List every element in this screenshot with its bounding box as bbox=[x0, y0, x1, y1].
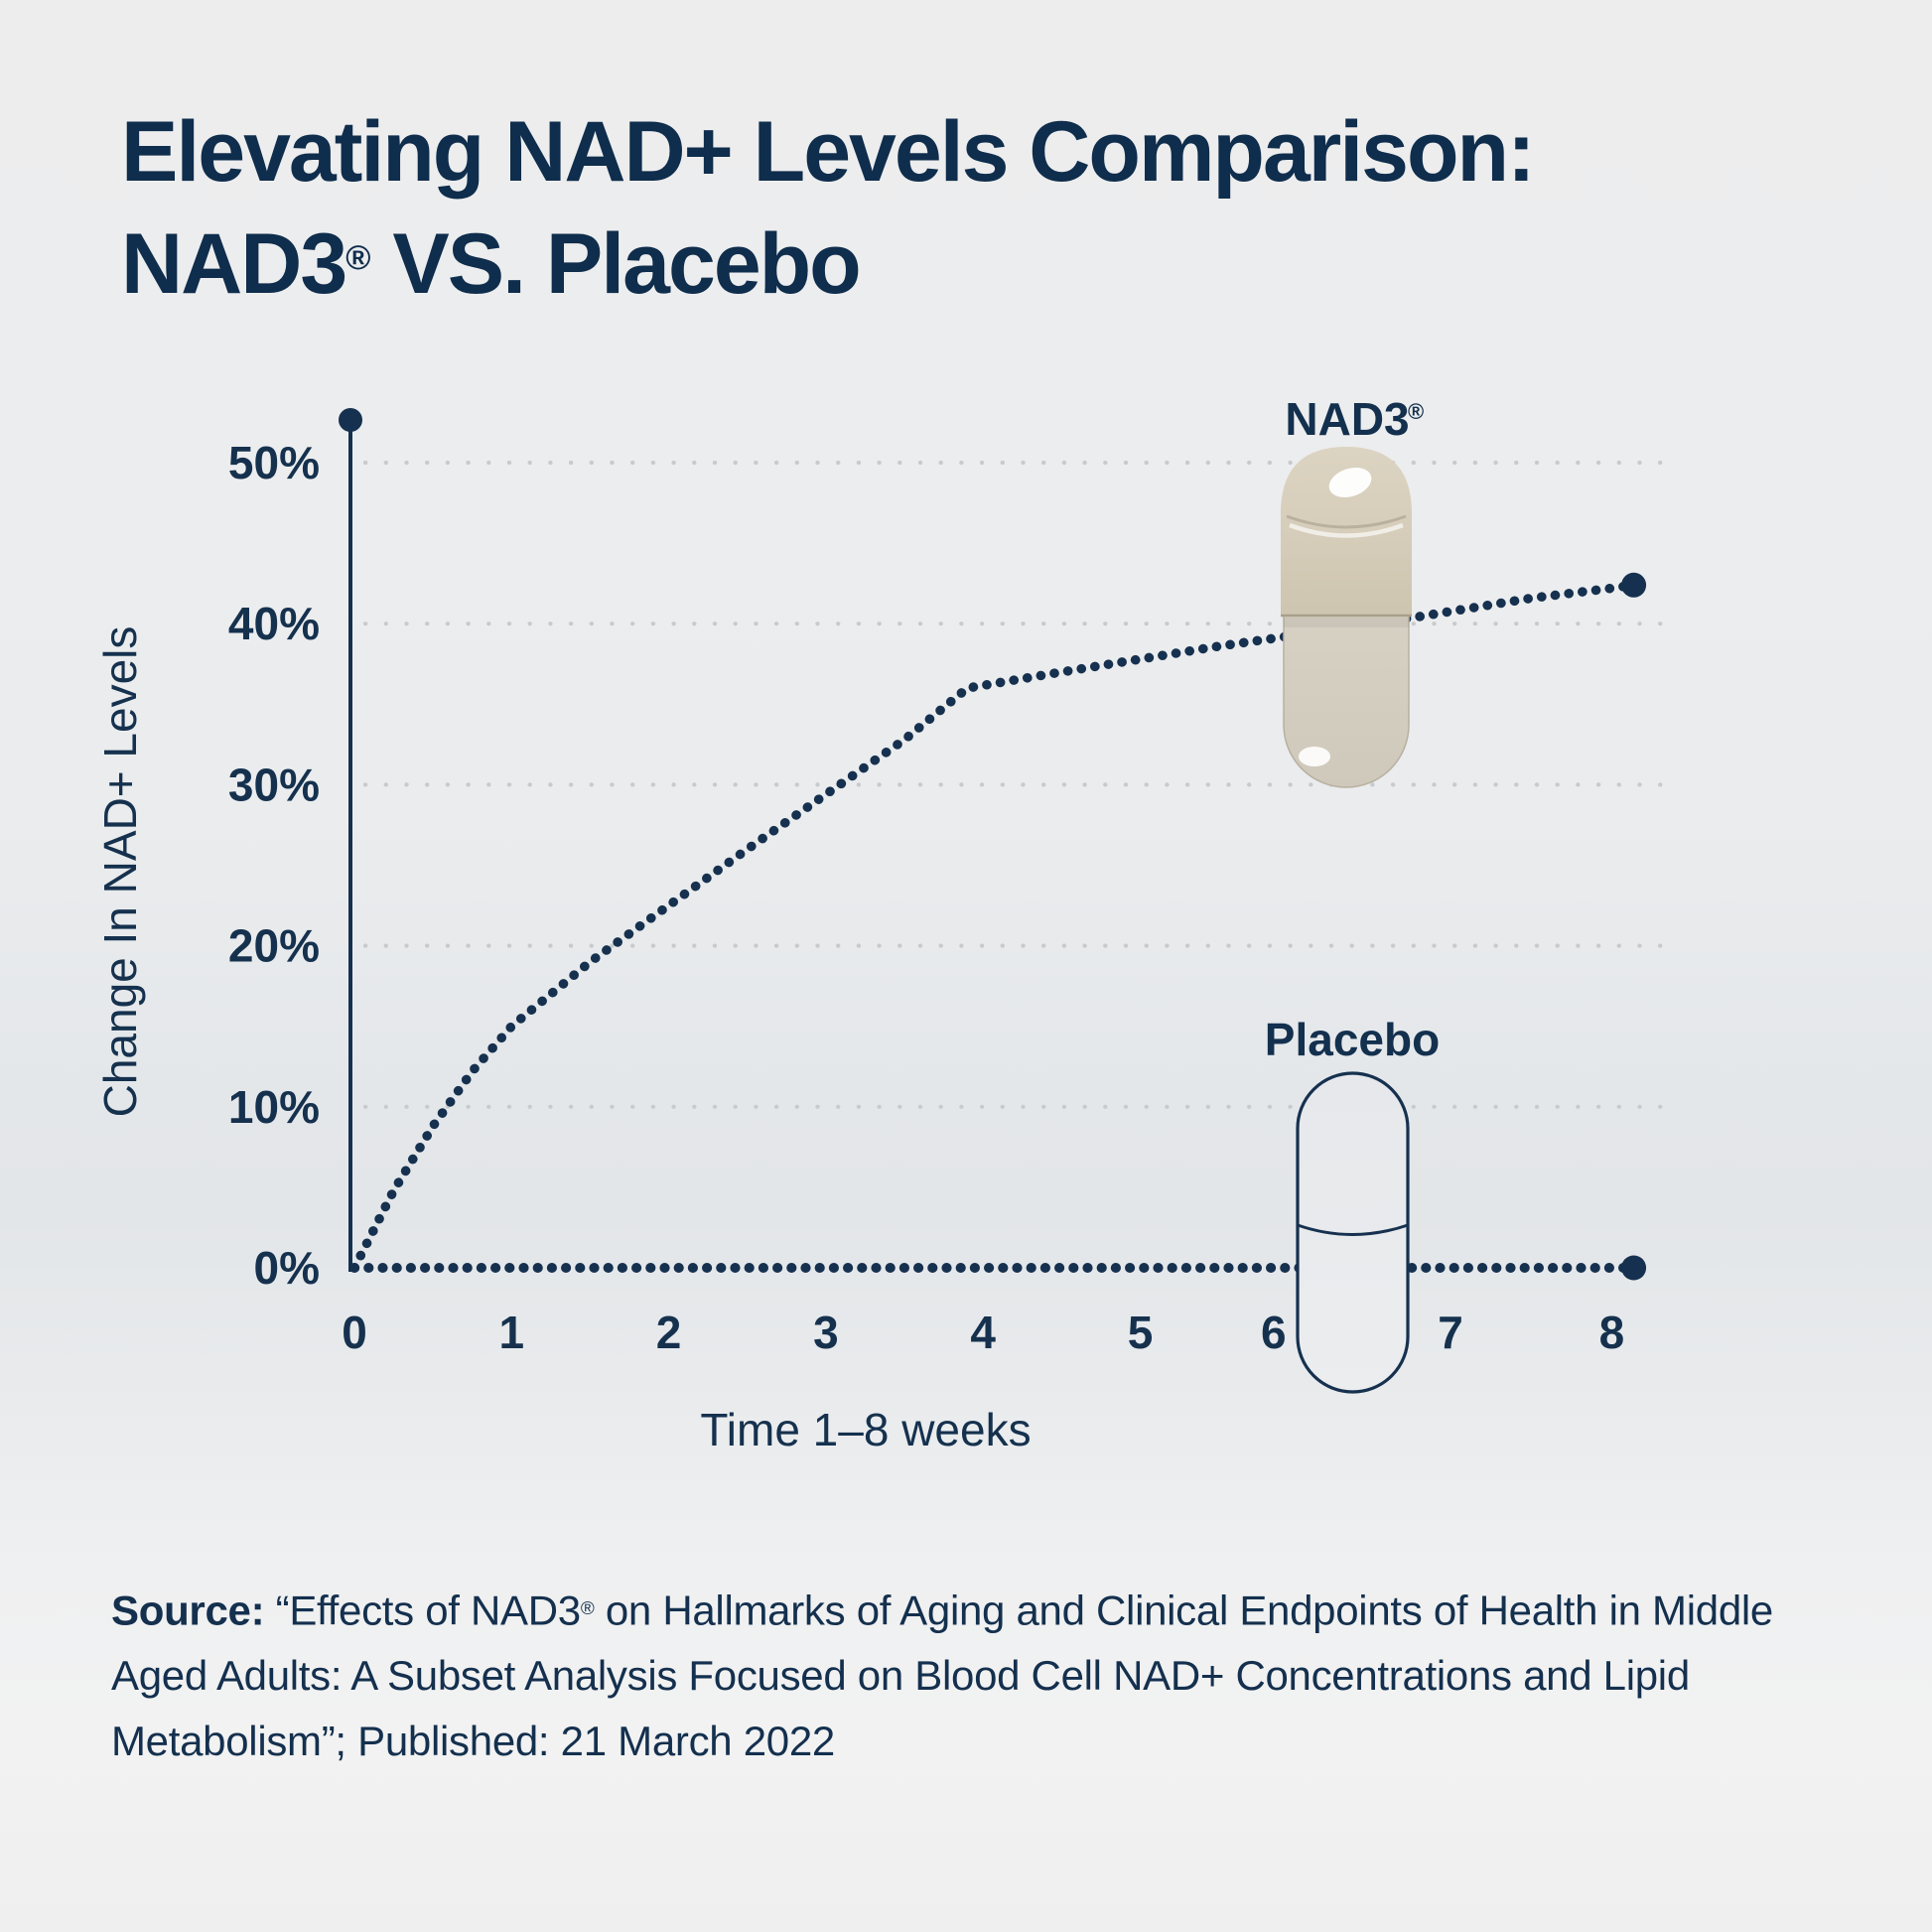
placebo-series-label: Placebo bbox=[1265, 1014, 1440, 1065]
x-tick-0: 0 bbox=[342, 1307, 367, 1358]
nad3-capsule-ridge-gloss bbox=[1289, 522, 1404, 538]
nad3-capsule-seam-shadow bbox=[1284, 618, 1409, 627]
y-axis-top-dot bbox=[339, 408, 362, 432]
nad3-capsule-highlight-bottom bbox=[1299, 747, 1330, 766]
source-line-2: Aged Adults: A Subset Analysis Focused o… bbox=[111, 1652, 1690, 1700]
nad3-series-label-registered-icon: ® bbox=[1408, 399, 1424, 424]
x-tick-5: 5 bbox=[1128, 1307, 1154, 1358]
series-line-nad3 bbox=[349, 580, 1639, 1273]
nad3-capsule-ridge-shadow bbox=[1286, 514, 1407, 529]
source-line-3: Metabolism”; Published: 21 March 2022 bbox=[111, 1718, 835, 1765]
title-brand: NAD3 bbox=[121, 216, 347, 313]
y-tick-20%: 20% bbox=[228, 920, 320, 972]
series-lines bbox=[349, 572, 1647, 1281]
y-axis-tick-labels: 0% 10% 20% 30% 40% 50% bbox=[228, 437, 320, 1294]
placebo-capsule-outline bbox=[1296, 1071, 1410, 1394]
y-tick-30%: 30% bbox=[228, 759, 320, 810]
y-tick-50%: 50% bbox=[228, 437, 320, 488]
x-tick-7: 7 bbox=[1438, 1307, 1463, 1358]
registered-trademark-icon: ® bbox=[345, 239, 371, 277]
x-axis-tick-labels: 0 1 2 3 4 5 6 7 8 bbox=[342, 1307, 1624, 1358]
y-tick-10%: 10% bbox=[228, 1081, 320, 1133]
nad3-capsule-cap bbox=[1281, 447, 1412, 616]
x-axis-label: Time 1–8 weeks bbox=[700, 1404, 1031, 1455]
y-tick-0%: 0% bbox=[254, 1242, 320, 1294]
source-registered-icon: ® bbox=[580, 1598, 595, 1619]
x-tick-4: 4 bbox=[970, 1307, 996, 1358]
placebo-capsule-image bbox=[1296, 1071, 1410, 1394]
x-tick-1: 1 bbox=[499, 1307, 525, 1358]
title-line-2-rest: VS. Placebo bbox=[370, 216, 861, 313]
y-axis-label: Change In NAD+ Levels bbox=[94, 626, 146, 1118]
page-title: Elevating NAD+ Levels Comparison: NAD3® … bbox=[121, 99, 1536, 318]
title-line-2: NAD3® VS. Placebo bbox=[121, 206, 1534, 318]
x-tick-6: 6 bbox=[1261, 1307, 1287, 1358]
source-label: Source: bbox=[111, 1587, 265, 1634]
source-note: Source: “Effects of NAD3® on Hallmarks o… bbox=[111, 1577, 1773, 1774]
source-line-1-rest: on Hallmarks of Aging and Clinical Endpo… bbox=[594, 1587, 1773, 1634]
nad3-capsule-image bbox=[1281, 447, 1412, 788]
nad3-capsule-highlight-top bbox=[1328, 468, 1372, 497]
source-line-1: Source: “Effects of NAD3® on Hallmarks o… bbox=[111, 1577, 1773, 1643]
x-tick-8: 8 bbox=[1599, 1307, 1625, 1358]
series-end-dot-nad3 bbox=[1621, 572, 1647, 598]
series-end-dot-placebo bbox=[1621, 1255, 1647, 1281]
x-tick-2: 2 bbox=[656, 1307, 682, 1358]
y-tick-40%: 40% bbox=[228, 598, 320, 649]
title-line-1: Elevating NAD+ Levels Comparison: bbox=[121, 104, 1536, 200]
nad3-series-label: NAD3 bbox=[1285, 393, 1409, 445]
x-tick-3: 3 bbox=[813, 1307, 839, 1358]
placebo-capsule-seam bbox=[1297, 1223, 1409, 1236]
source-line-1-text: “Effects of NAD3 bbox=[264, 1587, 582, 1634]
gridlines bbox=[362, 460, 1679, 1109]
